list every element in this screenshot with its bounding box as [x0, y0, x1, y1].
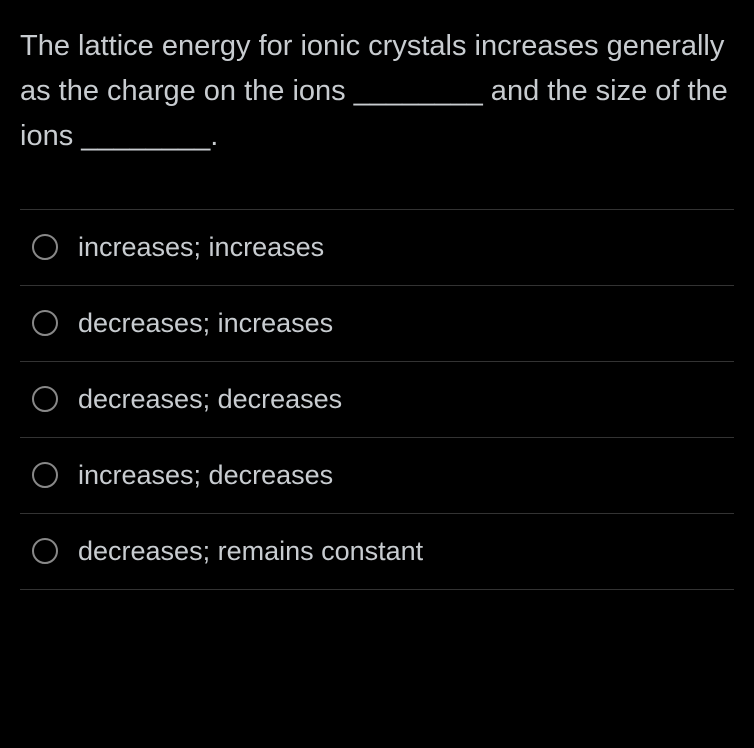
- question-text: The lattice energy for ionic crystals in…: [20, 24, 734, 159]
- options-list: increases; increases decreases; increase…: [20, 209, 734, 590]
- option-row[interactable]: decreases; remains constant: [20, 514, 734, 590]
- radio-icon: [32, 234, 58, 260]
- radio-icon: [32, 538, 58, 564]
- option-label: decreases; increases: [78, 308, 333, 339]
- option-label: decreases; remains constant: [78, 536, 423, 567]
- option-row[interactable]: decreases; increases: [20, 286, 734, 362]
- option-label: increases; decreases: [78, 460, 333, 491]
- option-label: increases; increases: [78, 232, 324, 263]
- radio-icon: [32, 462, 58, 488]
- option-row[interactable]: increases; decreases: [20, 438, 734, 514]
- radio-icon: [32, 386, 58, 412]
- option-row[interactable]: decreases; decreases: [20, 362, 734, 438]
- radio-icon: [32, 310, 58, 336]
- option-label: decreases; decreases: [78, 384, 342, 415]
- option-row[interactable]: increases; increases: [20, 210, 734, 286]
